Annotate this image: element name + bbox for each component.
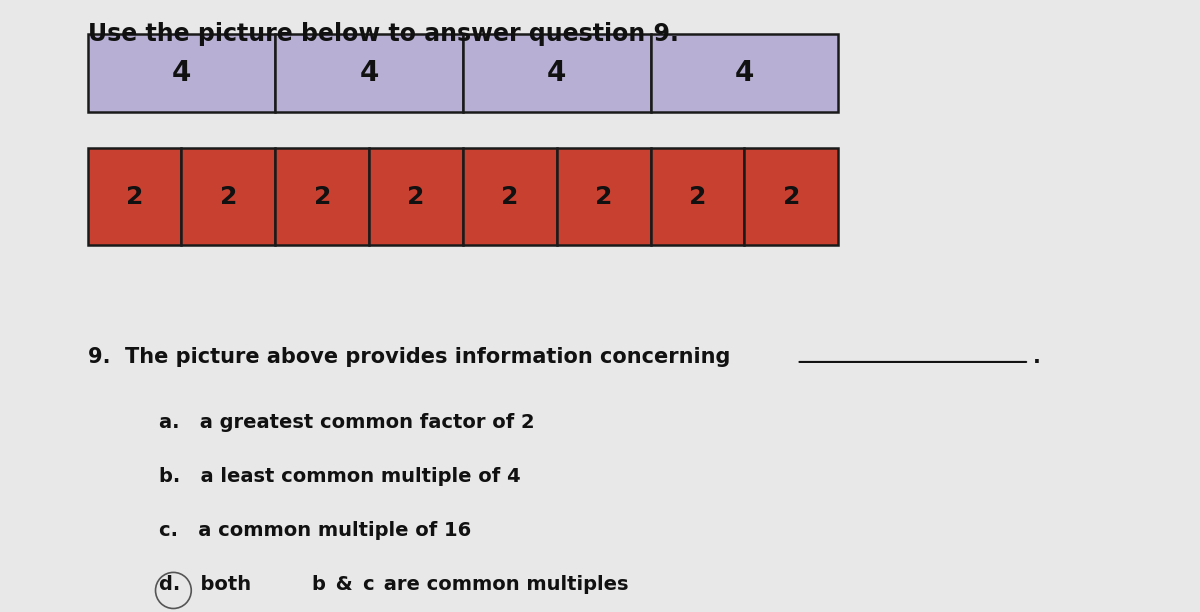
Bar [557, 149, 650, 245]
Text: c.   a common multiple of 16: c. a common multiple of 16 [160, 521, 472, 540]
Text: 2: 2 [689, 185, 707, 209]
Bar [88, 34, 275, 113]
Text: Use the picture below to answer question 9.: Use the picture below to answer question… [88, 22, 678, 46]
Text: &: & [330, 575, 360, 594]
Text: 2: 2 [502, 185, 518, 209]
Text: 2: 2 [407, 185, 425, 209]
Bar [463, 34, 650, 113]
Text: 9.  The picture above provides information concerning: 9. The picture above provides informatio… [88, 347, 730, 367]
Text: c: c [361, 575, 373, 594]
Text: 4: 4 [734, 59, 754, 88]
Bar [650, 149, 744, 245]
Bar [463, 149, 557, 245]
Text: a.   a greatest common factor of 2: a. a greatest common factor of 2 [160, 413, 535, 432]
Text: 4: 4 [360, 59, 379, 88]
Bar [181, 149, 275, 245]
Text: b.   a least common multiple of 4: b. a least common multiple of 4 [160, 467, 521, 486]
Bar [275, 149, 370, 245]
Text: 4: 4 [547, 59, 566, 88]
Bar [744, 149, 839, 245]
Text: 4: 4 [172, 59, 191, 88]
Text: b: b [312, 575, 325, 594]
Text: .: . [1032, 347, 1040, 367]
Text: d.   both: d. both [160, 575, 258, 594]
Bar [88, 149, 181, 245]
Bar [275, 34, 463, 113]
Text: 2: 2 [313, 185, 331, 209]
Bar [650, 34, 839, 113]
Text: 2: 2 [220, 185, 238, 209]
Text: 2: 2 [126, 185, 143, 209]
Text: 2: 2 [782, 185, 800, 209]
Text: are common multiples: are common multiples [377, 575, 629, 594]
Text: 2: 2 [595, 185, 612, 209]
Bar [370, 149, 463, 245]
